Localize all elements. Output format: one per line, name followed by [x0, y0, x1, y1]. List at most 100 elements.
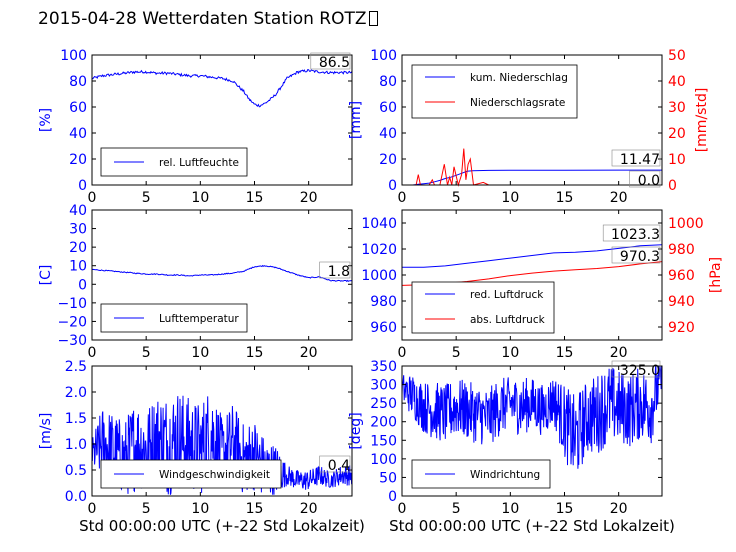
y-tick-label: 0	[388, 178, 397, 194]
x-tick-label: 10	[191, 501, 209, 517]
last-value-label-2: 0.0	[638, 173, 660, 189]
x-tick-label: 15	[556, 190, 574, 206]
y-tick-label: 100	[370, 48, 397, 64]
series-line-1	[401, 365, 663, 469]
x-tick-label: 5	[142, 501, 151, 517]
x-tick-label: 5	[142, 190, 151, 206]
y-tick-label: 250	[370, 396, 397, 412]
y2-axis-label: [mm/std]	[694, 88, 710, 153]
y2-tick-label: 50	[668, 48, 686, 64]
y-tick-label: 60	[379, 100, 397, 116]
x-tick-label: 0	[398, 345, 407, 361]
plot-frame	[91, 365, 353, 497]
y2-tick-label: 980	[668, 242, 695, 258]
y-tick-label: 1000	[361, 268, 397, 284]
legend-label: Windgeschwindigkeit	[159, 469, 270, 481]
y-tick-label: 60	[69, 100, 87, 116]
x-tick-label: 0	[398, 190, 407, 206]
y2-tick-label: 0	[668, 178, 677, 194]
last-value-box	[319, 261, 351, 279]
x-tick-label: 10	[191, 345, 209, 361]
y-tick-label: 80	[69, 74, 87, 90]
last-value-label: 11.47	[620, 152, 660, 168]
y-tick-label: 2.0	[65, 385, 87, 401]
last-value-box-2	[611, 246, 661, 264]
x-axis-label: Std 00:00:00 UTC (+-22 Std Lokalzeit)	[79, 517, 365, 535]
y-tick-label: 20	[379, 152, 397, 168]
y-tick-label: 50	[379, 470, 397, 486]
y2-tick-label: 1000	[668, 216, 704, 232]
x-tick-label: 5	[452, 501, 461, 517]
y-tick-label: 200	[370, 415, 397, 431]
y-axis-label: [%]	[38, 108, 54, 132]
x-tick-label: 15	[556, 345, 574, 361]
last-value-label: 86.5	[319, 55, 350, 71]
y-tick-label: 20	[69, 240, 87, 256]
last-value-box	[602, 224, 661, 242]
legend-box	[411, 281, 555, 334]
x-tick-label: 10	[501, 345, 519, 361]
series-line-1	[91, 264, 353, 283]
last-value-label: 0.4	[328, 458, 350, 474]
y-tick-label: 0	[78, 277, 87, 293]
y-tick-label: 40	[69, 126, 87, 142]
y2-tick-label: 920	[668, 320, 695, 336]
y-axis-label: [m/s]	[38, 413, 54, 450]
y-tick-label: 0	[78, 178, 87, 194]
y-tick-label: −10	[57, 296, 87, 312]
y2-axis-label: [hPa]	[708, 257, 724, 293]
y-tick-label: 2.5	[65, 359, 87, 375]
y-tick-label: 350	[370, 359, 397, 375]
y-tick-label: 30	[69, 222, 87, 238]
y-tick-label: 100	[60, 48, 87, 64]
y-tick-label: 40	[69, 203, 87, 219]
last-value-box	[310, 52, 351, 70]
series-line-1	[402, 244, 663, 268]
y-tick-label: 100	[370, 452, 397, 468]
series-line-1	[402, 169, 662, 186]
x-tick-label: 5	[452, 345, 461, 361]
last-value-box	[319, 455, 351, 473]
x-axis-label: Std 00:00:00 UTC (+-22 Std Lokalzeit)	[389, 517, 675, 535]
x-tick-label: 10	[501, 501, 519, 517]
y-tick-label: 80	[379, 74, 397, 90]
y2-tick-label: 30	[668, 100, 686, 116]
y-tick-label: 0	[388, 489, 397, 505]
x-tick-label: 10	[191, 190, 209, 206]
plot-frame	[401, 54, 663, 186]
x-tick-label: 0	[398, 501, 407, 517]
x-tick-label: 15	[556, 501, 574, 517]
y2-tick-label: 10	[668, 152, 686, 168]
x-tick-label: 20	[300, 190, 318, 206]
legend-box	[411, 64, 578, 119]
y2-tick-label: 40	[668, 74, 686, 90]
x-tick-label: 0	[88, 190, 97, 206]
y-tick-label: 1.0	[65, 437, 87, 453]
legend-label: Lufttemperatur	[159, 313, 239, 325]
x-tick-label: 20	[610, 190, 628, 206]
x-tick-label: 5	[452, 190, 461, 206]
page-title: 2015-04-28 Wetterdaten Station ROTZ	[38, 9, 378, 29]
x-tick-label: 15	[246, 345, 264, 361]
y-tick-label: 0.5	[65, 463, 87, 479]
legend-label: abs. Luftdruck	[470, 314, 546, 326]
last-value-box	[611, 149, 661, 167]
y-tick-label: 150	[370, 433, 397, 449]
x-tick-label: 10	[501, 190, 519, 206]
last-value-label: 325.0	[620, 363, 660, 379]
last-value-box	[611, 360, 661, 378]
x-tick-label: 5	[142, 345, 151, 361]
y-tick-label: 1040	[361, 216, 397, 232]
y-tick-label: 1.5	[65, 411, 87, 427]
y-tick-label: 40	[379, 126, 397, 142]
legend-label: red. Luftdruck	[470, 289, 544, 301]
y-axis-label: [C]	[38, 265, 54, 286]
plot-frame	[91, 209, 353, 341]
page-title-text: 2015-04-28 Wetterdaten Station ROTZ	[38, 9, 367, 29]
y2-tick-label: 20	[668, 126, 686, 142]
y-axis-label: [mm]	[348, 101, 364, 139]
y-axis-label: [deg]	[348, 412, 364, 449]
last-value-label: 1023.3	[611, 227, 660, 243]
y-tick-label: −30	[57, 333, 87, 349]
